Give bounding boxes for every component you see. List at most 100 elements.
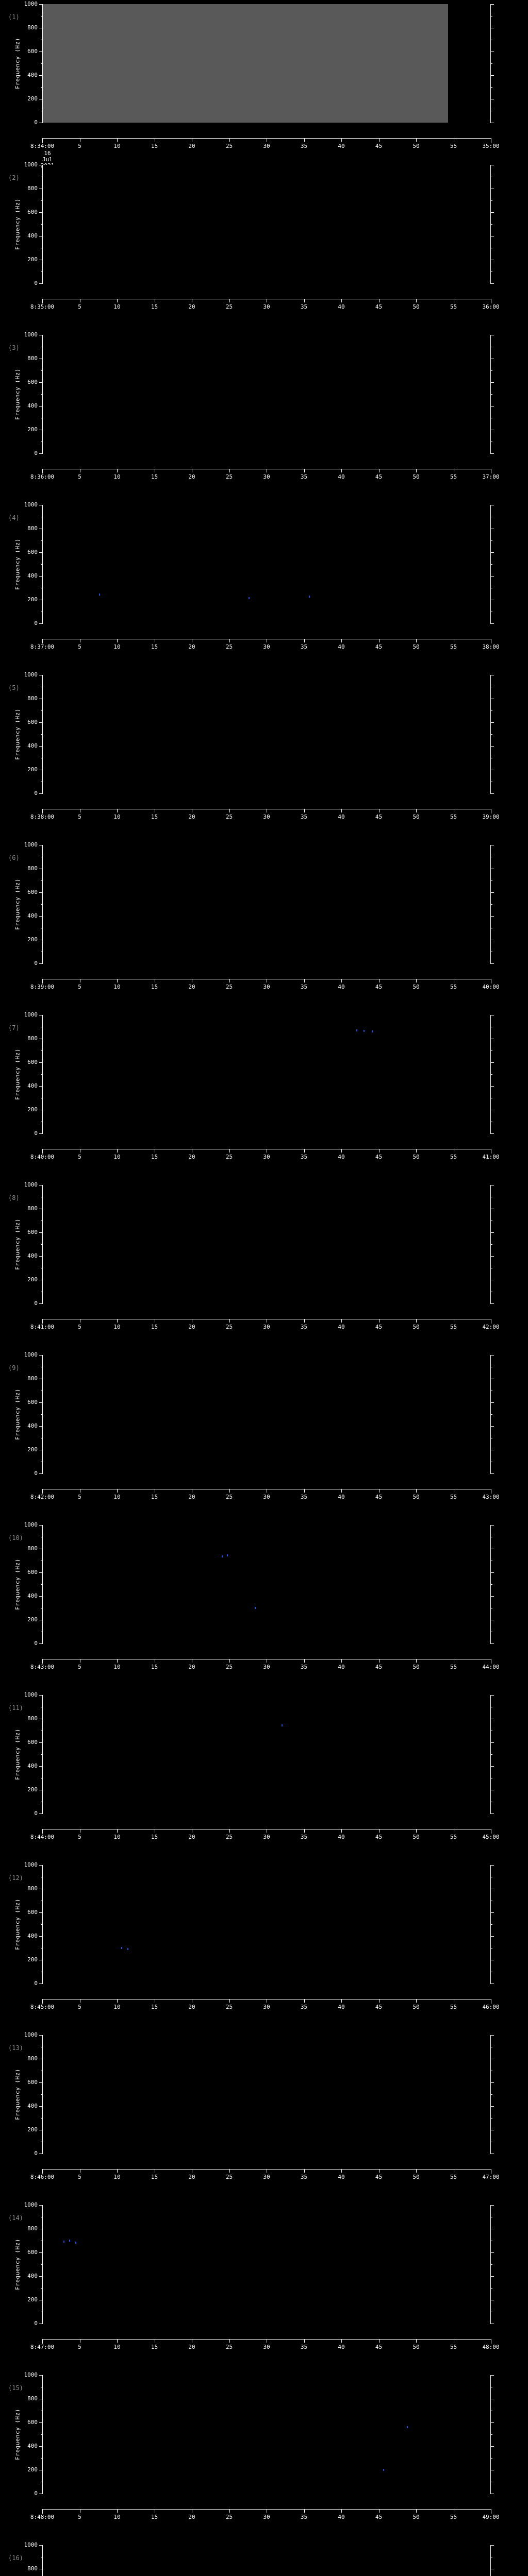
y-tick-major-right: [490, 916, 494, 917]
plot-area: 1000 800 600 400 200 0: [24, 2202, 494, 2326]
x-tick-major: [416, 1999, 417, 2003]
panel-2: (2) Frequency (Hz) 1000 800 600 400 200 0 8:35:0…: [0, 161, 528, 331]
y-tick-major-right: [490, 1912, 494, 1913]
x-tick-major: [42, 1149, 43, 1154]
y-tick-minor: [41, 224, 43, 225]
y-tick-minor-right: [490, 1244, 492, 1245]
data-mark: [227, 1554, 228, 1557]
y-axis-label: Frequency (Hz): [14, 708, 21, 760]
y-tick-minor: [41, 904, 43, 905]
y-tick-minor-right: [490, 2458, 492, 2459]
y-tick-major: [39, 2422, 43, 2423]
y-tick-major-right: [490, 453, 494, 454]
x-tick-major: [42, 1659, 43, 1664]
y-tick-minor-right: [490, 2288, 492, 2289]
y-tick-major: [39, 1572, 43, 1573]
x-tick-label: 30: [263, 473, 270, 480]
y-tick-major: [39, 1086, 43, 1087]
x-tick-major: [304, 1149, 305, 1153]
panel-id-label: (16): [8, 2554, 23, 2562]
x-tick-label: 50: [412, 1834, 420, 1840]
data-mark: [75, 2241, 77, 2244]
y-tick-label: 1000: [24, 161, 38, 168]
x-tick-label: 25: [225, 303, 233, 310]
x-tick-label: 25: [225, 1324, 233, 1330]
x-tick-label: 45: [375, 2344, 383, 2350]
x-tick-label: 15: [151, 1664, 158, 1670]
data-mark: [222, 1555, 223, 1557]
plot-field: [43, 2035, 490, 2154]
y-tick-minor: [41, 2288, 43, 2289]
y-tick-label: 800: [27, 1715, 38, 1722]
plot-field: [43, 1695, 490, 1814]
x-tick-label: 45: [375, 1154, 383, 1160]
y-tick-label: 400: [27, 2103, 38, 2109]
plot-field: [43, 1185, 490, 1303]
x-tick-label: 10: [113, 643, 121, 650]
panel-11: (11) Frequency (Hz) 1000 800 600 400 200 0 8:44:…: [0, 1691, 528, 1861]
y-tick-major: [39, 1643, 43, 1644]
y-tick-major-right: [490, 2082, 494, 2083]
y-tick-major: [39, 552, 43, 553]
x-tick-major: [229, 2169, 230, 2173]
y-tick-label: 0: [34, 2150, 38, 2157]
y-tick-label: 200: [27, 936, 38, 943]
plot-area: 1000 800 600 400 200 0: [24, 842, 494, 966]
y-tick-major-right: [490, 1643, 494, 1644]
y-tick-label: 800: [27, 1035, 38, 1042]
x-tick-label: 10: [113, 984, 121, 990]
y-tick-label: 800: [27, 1205, 38, 1212]
panel-id-label: (7): [8, 1024, 20, 1031]
y-tick-major-right: [490, 2422, 494, 2423]
x-tick-major: [341, 1999, 342, 2003]
x-tick-label: 40:00: [482, 984, 500, 990]
y-tick-major-right: [490, 746, 494, 747]
x-tick-major: [117, 2509, 118, 2513]
x-tick-label: 8:40:00: [30, 1154, 55, 1160]
y-tick-major: [39, 2252, 43, 2253]
x-tick-major: [229, 299, 230, 302]
x-tick-label: 45: [375, 2174, 383, 2180]
data-mark: [249, 597, 250, 599]
panel-6: (6) Frequency (Hz) 1000 800 600 400 200 0 8:39:0…: [0, 841, 528, 1011]
data-mark: [121, 1947, 123, 1949]
x-tick-major: [229, 979, 230, 982]
x-tick-major: [229, 2509, 230, 2513]
x-tick-major: [416, 809, 417, 812]
y-tick-label: 400: [27, 1592, 38, 1599]
x-tick-major: [304, 299, 305, 302]
x-tick-label: 40: [338, 1154, 345, 1160]
x-tick-major: [117, 299, 118, 302]
x-tick-major: [341, 138, 342, 142]
data-mark: [371, 1030, 373, 1032]
x-tick-label: 35: [300, 473, 308, 480]
y-tick-label: 800: [27, 1375, 38, 1382]
x-tick-major: [117, 809, 118, 812]
y-tick-label: 800: [27, 2225, 38, 2232]
panel-5: (5) Frequency (Hz) 1000 800 600 400 200 0 8:38:0…: [0, 671, 528, 841]
x-tick-label: 15: [151, 1154, 158, 1160]
x-tick-label: 25: [225, 643, 233, 650]
x-tick-major: [42, 2509, 43, 2514]
y-tick-minor-right: [490, 63, 492, 64]
panel-id-label: (3): [8, 344, 20, 351]
x-tick-label: 8:43:00: [30, 1664, 55, 1670]
y-tick-major-right: [490, 1936, 494, 1937]
x-tick-label: 25: [225, 2514, 233, 2520]
y-tick-label: 600: [27, 549, 38, 555]
y-tick-major: [39, 2545, 43, 2546]
y-axis-label: Frequency (Hz): [14, 1728, 21, 1780]
panel-10: (10) Frequency (Hz) 1000 800 600 400 200 0 8:43:…: [0, 1521, 528, 1691]
y-tick-label: 400: [27, 912, 38, 919]
x-tick-labels: 8:42:00 5 10 15 20 25 30 35 40 45 50 55 43:00: [0, 1494, 528, 1502]
x-tick-label: 50: [412, 814, 420, 820]
x-tick-major: [416, 469, 417, 472]
y-tick-minor-right: [490, 224, 492, 225]
panel-id-label: (14): [8, 2214, 23, 2222]
x-tick-label: 25: [225, 2004, 233, 2010]
y-tick-label: 1000: [24, 501, 38, 508]
y-tick-major-right: [490, 892, 494, 893]
x-tick-major: [42, 469, 43, 473]
y-tick-minor-right: [490, 904, 492, 905]
y-axis-label-wrap: Frequency (Hz): [0, 675, 31, 793]
